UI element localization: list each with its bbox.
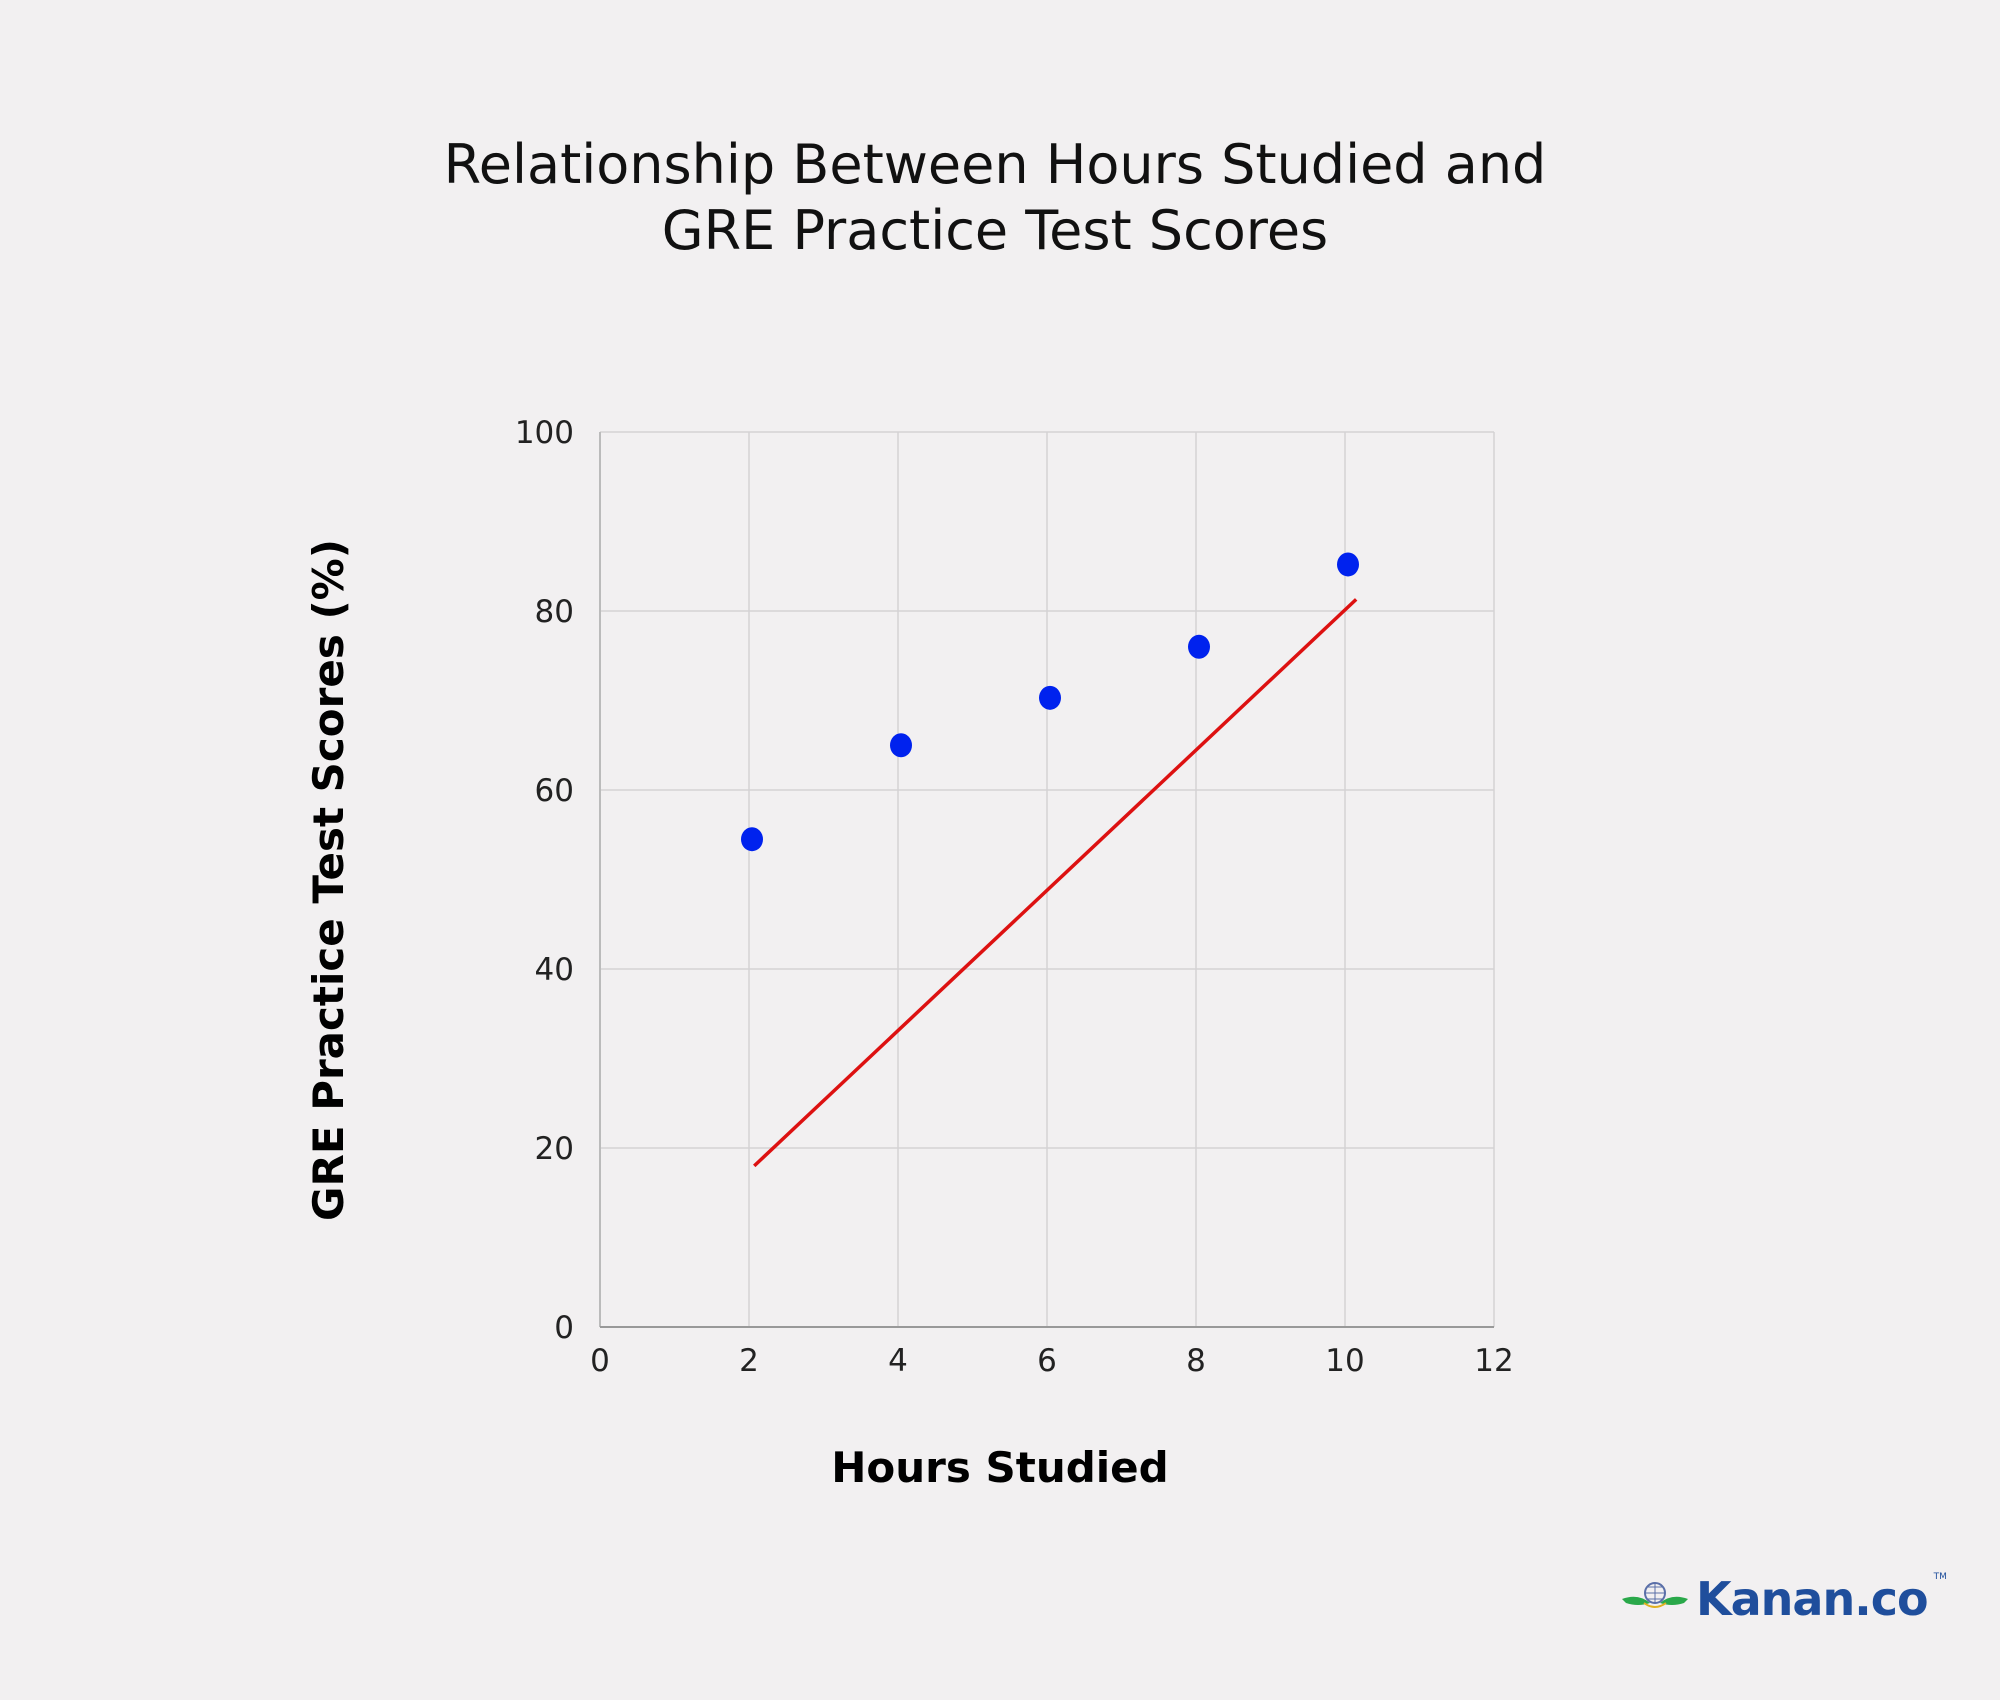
data-point xyxy=(1039,685,1061,710)
chart-title: Relationship Between Hours Studied and G… xyxy=(0,132,1990,264)
chart-title-line-2: GRE Practice Test Scores xyxy=(661,199,1329,262)
x-tick-label: 12 xyxy=(1474,1343,1513,1379)
kanan-logo: Kanan.co TM xyxy=(1620,1572,1947,1626)
data-point xyxy=(1188,634,1210,659)
tick-labels: 0 2 4 6 8 10 12 0 20 40 60 80 100 xyxy=(515,415,1514,1379)
y-tick-label: 0 xyxy=(554,1310,574,1346)
y-tick-label: 80 xyxy=(535,594,574,630)
trademark: TM xyxy=(1933,1572,1947,1582)
y-tick-label: 100 xyxy=(515,415,574,451)
x-tick-label: 8 xyxy=(1186,1343,1206,1379)
x-tick-label: 6 xyxy=(1037,1343,1057,1379)
chart-title-line-1: Relationship Between Hours Studied and xyxy=(443,133,1547,196)
globe-wings-icon xyxy=(1622,1582,1688,1608)
y-tick-label: 40 xyxy=(535,952,574,988)
x-tick-label: 10 xyxy=(1325,1343,1364,1379)
y-tick-label: 20 xyxy=(535,1131,574,1167)
x-tick-label: 4 xyxy=(888,1343,908,1379)
grid-lines xyxy=(599,431,1495,1328)
chart-marks xyxy=(741,552,1359,1168)
x-tick-label: 0 xyxy=(590,1343,610,1379)
trend-line xyxy=(753,598,1358,1168)
logo-text: Kanan.co xyxy=(1696,1572,1929,1626)
y-axis-label: GRE Practice Test Scores (%) xyxy=(304,539,353,1221)
y-tick-label: 60 xyxy=(535,773,574,809)
x-tick-label: 2 xyxy=(739,1343,759,1379)
data-point xyxy=(741,827,763,852)
data-point xyxy=(1337,552,1359,577)
x-axis-label: Hours Studied xyxy=(831,1443,1168,1492)
data-point xyxy=(890,733,912,758)
